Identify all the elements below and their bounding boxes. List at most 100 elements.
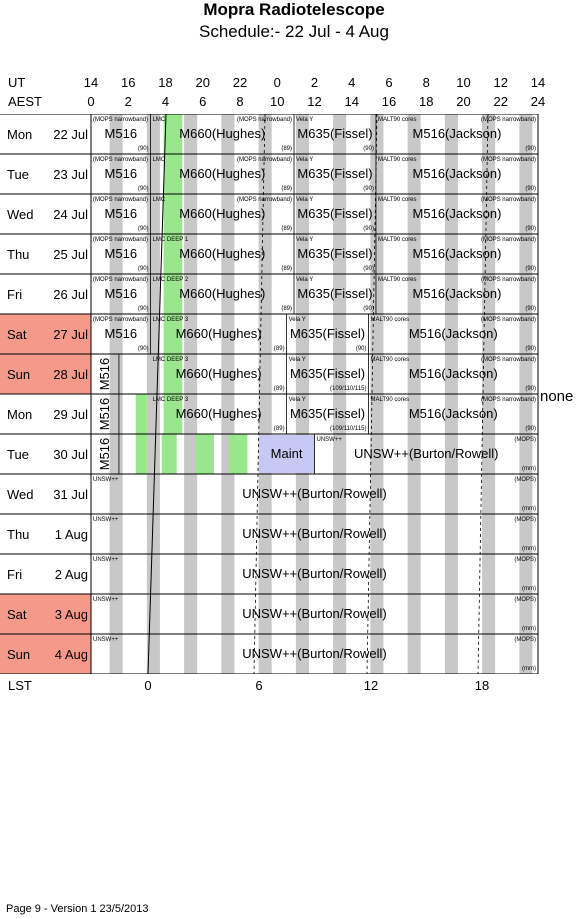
green-bar <box>195 434 214 474</box>
day-date: 30 Jul <box>53 447 88 462</box>
block-top-note: (MOPS) <box>514 597 536 603</box>
block-label: M516 <box>105 246 138 261</box>
block-label: UNSW++(Burton/Rowell) <box>242 566 387 581</box>
lst-tick: 12 <box>363 678 379 693</box>
ut-tick: 2 <box>310 75 319 90</box>
block-label: M516(Jackson) <box>413 166 502 181</box>
block-top-note: Vela Y <box>296 277 313 283</box>
block-bottom-note: (89) <box>281 266 292 272</box>
block-bottom-note: (90) <box>363 146 374 152</box>
block-bottom-note: (90) <box>138 146 149 152</box>
block-bottom-note: (mm) <box>522 626 536 632</box>
block-top-note: Vela Y <box>289 397 306 403</box>
block-top-note: LMC <box>153 117 166 123</box>
aest-tick: 10 <box>270 94 285 109</box>
day-name: Wed <box>7 487 34 502</box>
block-top-note: (MOPS narrowband) <box>481 197 536 203</box>
block-top-note: (MOPS narrowband) <box>93 317 148 323</box>
block-top-note: Vela Y <box>296 197 313 203</box>
lst-tick: 18 <box>474 678 490 693</box>
aest-tick: 2 <box>124 94 132 109</box>
block-bottom-note: (90) <box>525 146 536 152</box>
block-bottom-note: (90) <box>356 346 367 352</box>
day-date: 29 Jul <box>53 407 88 422</box>
block-label: M660(Hughes) <box>179 246 265 261</box>
block-label: M516 <box>105 286 138 301</box>
page-footer: Page 9 - Version 1 23/5/2013 <box>6 903 149 915</box>
block-bottom-note: (89) <box>281 186 292 192</box>
block-top-note: LMC DEEP 3 <box>153 317 189 323</box>
block-top-note: (MOPS narrowband) <box>481 117 536 123</box>
day-name: Sun <box>7 647 30 662</box>
block-bottom-note: (mm) <box>522 466 536 472</box>
lst-label: LST <box>8 678 32 693</box>
block-label: M516(Jackson) <box>413 126 502 141</box>
day-date: 1 Aug <box>55 527 88 542</box>
block-top-note: MALT90 cores <box>371 357 410 363</box>
day-date: 26 Jul <box>53 287 88 302</box>
block-label: M635(Fissel) <box>290 326 365 341</box>
block-label: M516 <box>105 126 138 141</box>
ut-tick: 4 <box>348 75 356 90</box>
block-top-note: (MOPS narrowband) <box>481 157 536 163</box>
block-label: M516 <box>105 206 138 221</box>
block-bottom-note: (90) <box>525 386 536 392</box>
block-label: M635(Fissel) <box>290 406 365 421</box>
green-bar <box>228 434 248 474</box>
block-top-note: LMC <box>153 197 166 203</box>
page-subtitle: Schedule:- 22 Jul - 4 Aug <box>199 22 389 41</box>
block-top-note: LMC DEEP 3 <box>153 357 189 363</box>
page-title: Mopra Radiotelescope <box>203 0 385 19</box>
day-name: Mon <box>7 127 32 142</box>
day-name: Sun <box>7 367 30 382</box>
aest-tick: 6 <box>199 94 207 109</box>
lst-tick: 0 <box>144 678 152 693</box>
block-top-note: (MOPS narrowband) <box>481 317 536 323</box>
ut-tick: 18 <box>158 75 173 90</box>
day-date: 4 Aug <box>55 647 88 662</box>
block-label: M516(Jackson) <box>413 246 502 261</box>
block-top-note: UNSW++ <box>93 597 119 603</box>
day-name: Sat <box>7 327 27 342</box>
block-bottom-note: (90) <box>525 426 536 432</box>
block-top-note: (MOPS) <box>514 637 536 643</box>
block-label: M516 <box>97 398 112 431</box>
block-top-note: UNSW++ <box>93 557 119 563</box>
block-top-note: LMC <box>153 157 166 163</box>
block-top-note: LMC DEEP 2 <box>153 277 189 283</box>
block-label: M516(Jackson) <box>413 206 502 221</box>
block-bottom-note: (mm) <box>522 506 536 512</box>
block-bottom-note: (90) <box>525 306 536 312</box>
ut-tick: 14 <box>530 75 546 90</box>
block-top-note: (MOPS) <box>514 477 536 483</box>
block-label: M660(Hughes) <box>179 206 265 221</box>
block-label: M660(Hughes) <box>179 286 265 301</box>
ut-tick: 10 <box>456 75 471 90</box>
ut-tick: 22 <box>232 75 248 90</box>
weekend-cell <box>0 594 91 634</box>
ut-tick: 14 <box>83 75 99 90</box>
block-top-note: (MOPS narrowband) <box>481 237 536 243</box>
day-date: 23 Jul <box>53 167 88 182</box>
block-top-note: UNSW++ <box>93 637 119 643</box>
weekend-cell <box>0 314 91 354</box>
block-label: M635(Fissel) <box>297 166 372 181</box>
block-top-note: UNSW++ <box>317 437 343 443</box>
aest-tick: 16 <box>381 94 397 109</box>
ut-label: UT <box>8 75 26 90</box>
day-date: 24 Jul <box>53 207 88 222</box>
block-top-note: Vela Y <box>296 157 313 163</box>
block-label: Maint <box>271 446 303 461</box>
block-top-note: Vela Y <box>296 117 313 123</box>
block-bottom-note: (89) <box>274 426 285 432</box>
block-label: M516(Jackson) <box>409 406 498 421</box>
block-bottom-note: (90) <box>138 346 149 352</box>
day-name: Thu <box>7 247 29 262</box>
block-top-note: LMC DEEP 1 <box>153 237 189 243</box>
block-top-note: MALT90 cores <box>371 397 410 403</box>
block-label: M635(Fissel) <box>290 366 365 381</box>
block-label: UNSW++(Burton/Rowell) <box>242 606 387 621</box>
block-top-note: MALT90 cores <box>378 237 417 243</box>
aest-tick: 4 <box>161 94 170 109</box>
ut-tick: 6 <box>385 75 393 90</box>
